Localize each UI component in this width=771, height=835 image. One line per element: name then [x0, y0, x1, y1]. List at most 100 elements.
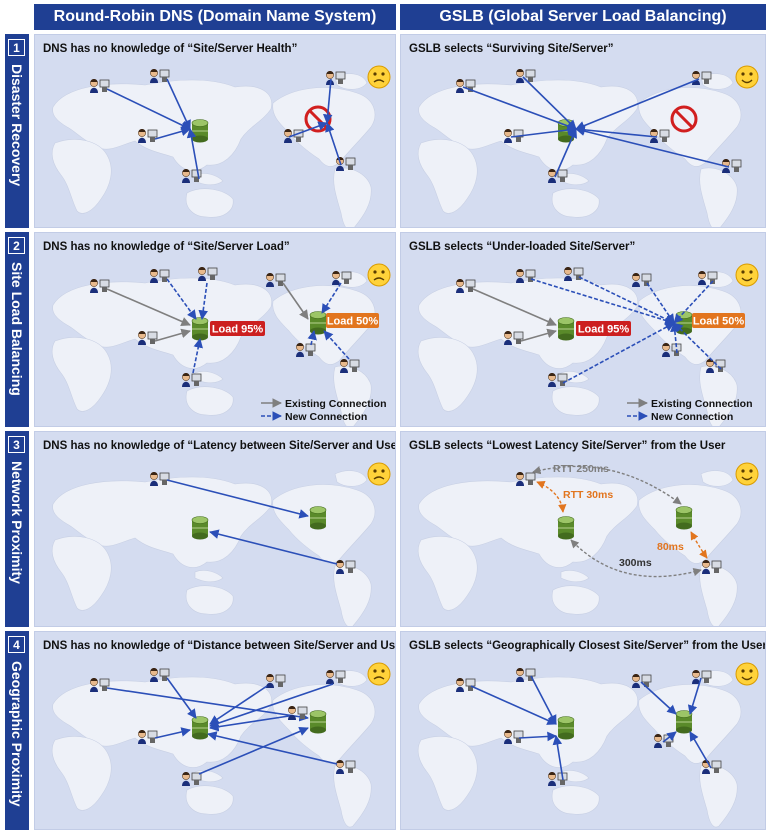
row-title-1: Disaster Recovery [9, 64, 25, 187]
failed-site-icon [670, 105, 698, 133]
world-map [51, 670, 376, 828]
connection-arrow [578, 276, 675, 324]
user-workstation-icon [650, 129, 670, 143]
server-icon [191, 119, 209, 143]
connection-arrow [198, 726, 309, 775]
connection-arrow [209, 683, 334, 728]
rtt-250-label: RTT 250ms [553, 463, 609, 475]
user-workstation-icon [564, 267, 584, 281]
world-map [417, 73, 742, 227]
connection-arrow [470, 685, 557, 725]
load-badge-us-bg [326, 313, 379, 328]
connection-arrow [554, 128, 577, 178]
load-badge-asia: Load 95% [212, 324, 264, 336]
row-title-3: Network Proximity [9, 461, 25, 584]
user-workstation-icon [692, 670, 712, 684]
header-round-robin-dns: Round-Robin DNS (Domain Name System) [34, 4, 396, 30]
user-workstation-icon [326, 670, 346, 684]
user-workstation-icon [138, 331, 158, 345]
header-gslb: GSLB (Global Server Load Balancing) [400, 4, 766, 30]
happy-face-icon [735, 65, 759, 89]
legend-existing-label: Existing Connection [285, 398, 387, 410]
diagram-4-left [51, 662, 391, 828]
row-number-1: 1 [8, 39, 25, 56]
user-workstation-icon [150, 668, 170, 682]
diagram-3-right: RTT 250ms RTT 30ms 80ms 300ms [417, 462, 759, 626]
caption-2-right: GSLB selects “Under-loaded Site/Server” [409, 241, 636, 253]
server-icon [557, 716, 575, 740]
connection-arrow [673, 280, 714, 324]
row-number-2: 2 [8, 237, 25, 254]
connection-arrow [575, 126, 730, 168]
server-icon [309, 710, 327, 734]
connection-arrow [518, 731, 557, 742]
user-workstation-icon [632, 674, 652, 688]
server-icon [309, 506, 327, 530]
panel-4-right: GSLB selects “Geographically Closest Sit… [400, 631, 766, 830]
user-workstation-icon [504, 331, 524, 345]
load-badge-us-bg [692, 313, 745, 328]
user-workstation-icon [90, 279, 110, 293]
user-workstation-icon [150, 269, 170, 283]
user-workstation-icon [504, 129, 524, 143]
user-workstation-icon [548, 169, 568, 183]
connection-arrow [575, 78, 700, 131]
user-workstation-icon [266, 273, 286, 287]
connection-arrow [198, 282, 208, 320]
connection-arrow [646, 282, 675, 324]
load-badge-us: Load 50% [327, 316, 379, 328]
user-workstation-icon [296, 343, 316, 357]
connection-arrow [530, 675, 557, 725]
diagram-1-left [51, 65, 391, 227]
rtt-30-label: RTT 30ms [563, 489, 613, 501]
connection-arrow [106, 88, 191, 130]
caption-4-left: DNS has no knowledge of “Distance betwee… [43, 640, 396, 652]
row-label-4: 4 Geographic Proximity [5, 631, 29, 830]
row-title-2: Site Load Balancing [9, 262, 25, 396]
user-workstation-icon [198, 267, 218, 281]
caption-1-left: DNS has no knowledge of “Site/Server Hea… [43, 43, 298, 55]
happy-face-icon [735, 662, 759, 686]
diagram-4-right [417, 662, 759, 828]
connection-arrow [106, 687, 309, 722]
connection-arrow [166, 479, 309, 519]
connection-arrow [472, 288, 557, 326]
server-icon [675, 506, 693, 530]
connection-arrow [106, 288, 191, 326]
panel-1-right: GSLB selects “Surviving Site/Server” [400, 34, 766, 228]
caption-4-right: GSLB selects “Geographically Closest Sit… [409, 640, 766, 652]
server-icon [675, 710, 693, 734]
server-icon [675, 311, 693, 335]
row-number-3: 3 [8, 436, 25, 453]
caption-2-left: DNS has no knowledge of “Site/Server Loa… [43, 241, 290, 253]
user-workstation-icon [138, 129, 158, 143]
connection-arrow [673, 322, 722, 370]
connection-arrow [462, 86, 577, 131]
panel-3-right: GSLB selects “Lowest Latency Site/Server… [400, 431, 766, 627]
row-number-4: 4 [8, 636, 25, 653]
panel-1-left: DNS has no knowledge of “Site/Server Hea… [34, 34, 396, 228]
connection-arrow [640, 681, 677, 715]
user-workstation-icon [702, 560, 722, 574]
server-icon [557, 516, 575, 540]
panel-2-right: GSLB selects “Under-loaded Site/Server” … [400, 232, 766, 427]
user-workstation-icon [288, 706, 308, 720]
row-label-1: 1 Disaster Recovery [5, 34, 29, 228]
user-workstation-icon [548, 373, 568, 387]
row-title-4: Geographic Proximity [9, 661, 25, 807]
user-workstation-icon [456, 279, 476, 293]
row-label-3: 3 Network Proximity [5, 431, 29, 627]
connection-arrow [154, 727, 191, 739]
panel-3-left: DNS has no knowledge of “Latency between… [34, 431, 396, 627]
happy-face-icon [735, 462, 759, 486]
world-map [417, 670, 742, 828]
rtt-250-curve [532, 465, 682, 505]
user-workstation-icon [150, 69, 170, 83]
world-map [51, 470, 376, 626]
panel-4-left: DNS has no knowledge of “Distance betwee… [34, 631, 396, 830]
connection-arrow [209, 529, 338, 565]
user-workstation-icon [336, 760, 356, 774]
connection-arrow [323, 78, 333, 124]
server-icon [557, 317, 575, 341]
